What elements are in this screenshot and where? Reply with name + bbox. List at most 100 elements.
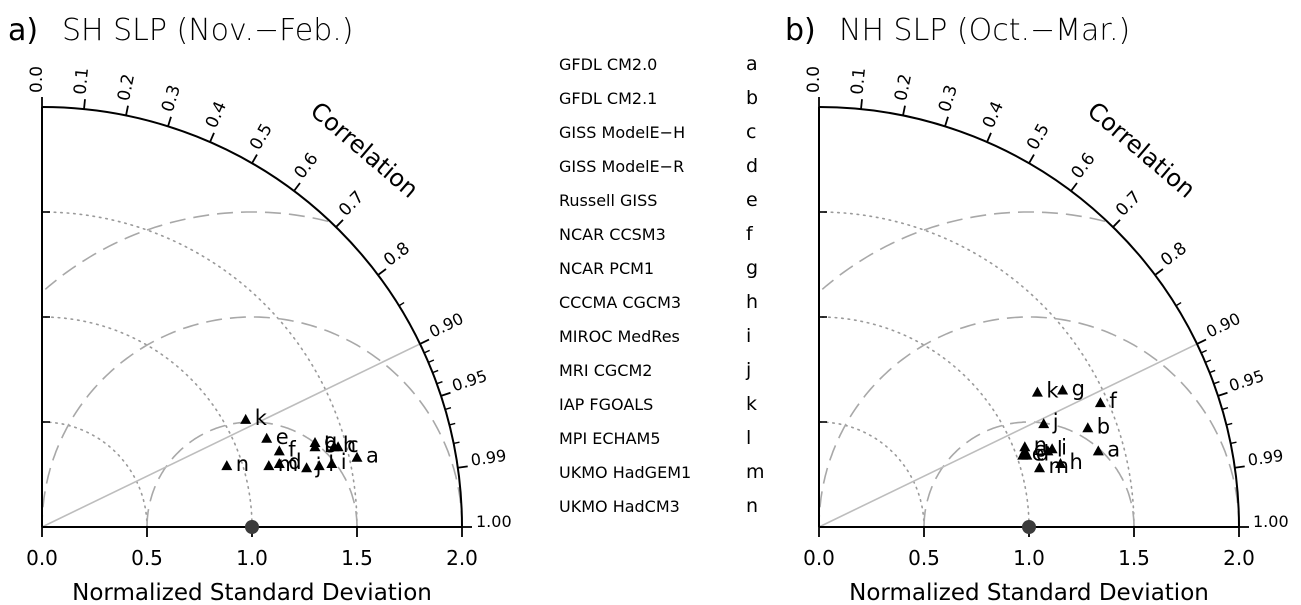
- correlation-tick-label: 0.3: [158, 83, 185, 115]
- correlation-minor-tick: [436, 381, 443, 385]
- correlation-tick-label: 0.5: [1023, 120, 1054, 153]
- data-point-label-l: l: [1057, 437, 1063, 461]
- correlation-minor-tick: [1230, 441, 1237, 445]
- data-point-marker-m: [1034, 462, 1045, 473]
- legend-model-name: UKMO HadCM3: [559, 497, 680, 516]
- correlation-axis-label: Correlation: [305, 96, 424, 203]
- data-point-marker-l: [313, 460, 325, 471]
- rms-difference-arc: [818, 316, 1240, 527]
- correlation-tick-label: 0.90: [426, 309, 466, 342]
- rms-difference-arc: [41, 316, 463, 527]
- x-tick-label: 0.5: [131, 546, 163, 570]
- correlation-tick-label: 0.8: [380, 238, 414, 270]
- legend-model-name: NCAR PCM1: [559, 259, 654, 278]
- std-dev-arc: [818, 211, 1135, 528]
- correlation-tick-label: 0.95: [450, 366, 490, 395]
- correlation-tick-label: 0.1: [70, 67, 93, 96]
- legend-model-code: b: [746, 87, 758, 109]
- correlation-minor-tick: [449, 422, 456, 426]
- rms-difference-arc: [146, 421, 358, 527]
- data-point-label-d: d: [1036, 442, 1049, 466]
- reference-point: [1022, 520, 1036, 534]
- data-point-label-h: h: [343, 433, 356, 457]
- data-point-label-h: h: [1070, 450, 1083, 474]
- panel-letter: b): [785, 13, 816, 48]
- correlation-reference-ray: [818, 343, 1198, 528]
- data-point-marker-k: [1031, 386, 1043, 397]
- data-point-marker-l: [1042, 445, 1054, 456]
- correlation-minor-tick: [398, 301, 405, 307]
- panel-title: SH SLP (Nov.−Feb.): [62, 13, 353, 48]
- correlation-tick-label: 0.0: [804, 66, 824, 93]
- x-tick-label: 2.0: [1223, 546, 1255, 570]
- std-dev-arc: [818, 316, 1030, 528]
- correlation-tick-label: 0.4: [979, 98, 1008, 131]
- legend-model-name: IAP FGOALS: [559, 395, 653, 414]
- correlation-tick-label: 0.0: [27, 66, 47, 93]
- data-point-marker-f: [273, 445, 285, 456]
- correlation-minor-tick: [1222, 407, 1229, 411]
- data-point-label-e: e: [1032, 442, 1045, 466]
- correlation-tick-label: 0.1: [847, 67, 870, 96]
- data-point-label-a: a: [1107, 437, 1120, 461]
- std-dev-arc: [818, 421, 925, 528]
- correlation-tick-mark: [457, 465, 468, 469]
- data-point-marker-m: [263, 460, 275, 471]
- data-point-label-c: c: [1034, 437, 1046, 461]
- panel-letter: a): [8, 13, 38, 48]
- rms-difference-arc: [923, 421, 1135, 527]
- x-tick-label: 0.5: [908, 546, 940, 570]
- data-point-label-b: b: [1097, 414, 1110, 438]
- correlation-minor-tick: [1205, 359, 1212, 364]
- correlation-reference-ray: [41, 343, 421, 528]
- data-point-marker-n: [1019, 441, 1031, 452]
- correlation-minor-tick: [1209, 369, 1216, 374]
- correlation-minor-tick: [1226, 422, 1233, 426]
- x-tick-label: 0.0: [26, 546, 58, 570]
- correlation-tick-label: 0.6: [1067, 149, 1099, 183]
- data-point-marker-e: [1017, 449, 1029, 460]
- correlation-minor-tick: [1213, 381, 1220, 385]
- outer-arc: [818, 106, 1240, 528]
- data-point-label-n: n: [1034, 433, 1047, 457]
- data-point-marker-a: [1092, 445, 1104, 456]
- legend-model-name: GISS ModelE−R: [559, 157, 684, 176]
- legend-model-code: f: [746, 223, 754, 245]
- data-point-label-c: c: [347, 433, 359, 457]
- data-point-label-f: f: [288, 437, 296, 461]
- std-dev-arc: [41, 211, 358, 528]
- legend-model-name: GFDL CM2.1: [559, 89, 657, 108]
- legend-model-name: UKMO HadGEM1: [559, 463, 691, 482]
- data-point-marker-n: [221, 460, 233, 471]
- legend-model-name: GFDL CM2.0: [559, 55, 657, 74]
- correlation-tick-mark: [1234, 465, 1245, 469]
- correlation-tick-label: 0.7: [1112, 187, 1145, 220]
- data-point-marker-j: [1038, 418, 1050, 429]
- data-point-marker-f: [1094, 397, 1106, 408]
- data-point-label-i: i: [1061, 435, 1067, 459]
- correlation-tick-label: 0.6: [290, 149, 322, 183]
- correlation-tick-mark: [377, 268, 387, 276]
- data-point-marker-k: [240, 413, 252, 424]
- correlation-tick-label: 0.8: [1157, 238, 1191, 270]
- correlation-tick-mark: [440, 391, 451, 397]
- data-point-marker-g: [309, 437, 321, 447]
- correlation-tick-mark: [1070, 182, 1078, 192]
- x-tick-label: 0.0: [803, 546, 835, 570]
- correlation-tick-label: 0.7: [335, 187, 368, 220]
- correlation-tick-mark: [902, 105, 906, 116]
- correlation-tick-mark: [125, 105, 129, 116]
- data-point-label-i: i: [341, 450, 347, 474]
- data-point-label-d: d: [288, 450, 301, 474]
- x-tick-label: 2.0: [446, 546, 478, 570]
- legend-model-code: l: [746, 427, 751, 449]
- data-point-label-a: a: [366, 444, 379, 468]
- correlation-tick-mark: [209, 132, 215, 143]
- legend-model-name: MIROC MedRes: [559, 327, 680, 346]
- legend-model-name: MPI ECHAM5: [559, 429, 661, 448]
- correlation-tick-mark: [419, 338, 430, 345]
- data-point-label-l: l: [328, 452, 334, 476]
- legend-model-code: n: [746, 495, 758, 517]
